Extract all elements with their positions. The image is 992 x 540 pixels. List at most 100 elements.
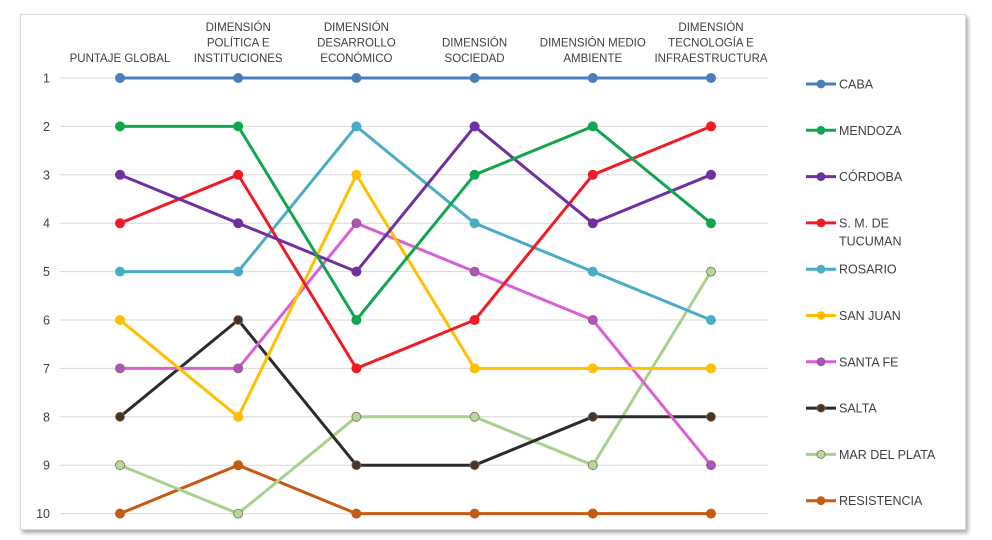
category-label-line: POLÍTICA E: [207, 37, 270, 50]
data-point: [469, 460, 480, 471]
legend-item: CABA: [806, 78, 874, 92]
data-point: [115, 121, 125, 132]
y-tick-label: 8: [43, 410, 50, 424]
legend-item: SAN JUAN: [806, 309, 901, 323]
category-label-line: INSTITUCIONES: [194, 53, 283, 65]
data-point: [351, 508, 362, 519]
data-point: [469, 363, 480, 374]
data-point: [469, 266, 480, 277]
category-label-line: DIMENSIÓN: [678, 21, 743, 34]
category-label-line: DIMENSIÓN: [206, 21, 271, 34]
category-label-line: DIMENSIÓN MEDIO: [540, 37, 646, 50]
legend-item: SANTA FE: [806, 355, 899, 369]
data-point: [587, 460, 598, 471]
legend-swatch-marker: [816, 311, 826, 320]
legend-swatch-marker: [816, 357, 826, 367]
legend-label: RESISTENCIA: [839, 494, 923, 508]
gridlines: [60, 77, 768, 515]
data-point: [706, 266, 716, 277]
series-lines: [115, 73, 716, 519]
legend-item: CÓRDOBA: [806, 169, 903, 184]
legend-label: S. M. DE: [839, 216, 889, 230]
legend-item: MAR DEL PLATA: [806, 448, 936, 462]
legend-label: SAN JUAN: [839, 309, 901, 323]
data-point: [587, 169, 598, 180]
data-point: [115, 315, 125, 325]
legend-label: ROSARIO: [839, 263, 897, 277]
data-point: [351, 218, 362, 229]
legend-item: MENDOZA: [806, 124, 902, 138]
legend-label: SALTA: [839, 402, 877, 416]
legend: CABA MENDOZA CÓRDOBA S. M. DE TUCUMAN ROSARIO…: [806, 78, 936, 508]
data-point: [587, 73, 598, 83]
category-label-line: DIMENSIÓN: [324, 21, 389, 34]
data-point: [351, 266, 362, 277]
data-point: [587, 266, 598, 277]
legend-swatch-marker: [816, 172, 826, 182]
category-label-line: INFRAESTRUCTURA: [654, 53, 767, 65]
legend-label: MENDOZA: [839, 124, 902, 138]
legend-label: MAR DEL PLATA: [839, 448, 936, 462]
category-labels: PUNTAJE GLOBAL DIMENSIÓN POLÍTICA E INSTITU…: [70, 21, 768, 65]
data-point: [115, 460, 125, 471]
category-label: DIMENSIÓN DESARROLLO ECONÓMICO: [317, 21, 396, 65]
data-point: [233, 266, 244, 277]
y-axis-ticks: 1 2 3 4 5 6 7 8 9 10: [36, 72, 50, 522]
legend-swatch-marker: [816, 79, 826, 89]
category-label-line: SOCIEDAD: [445, 53, 505, 65]
y-tick-label: 9: [43, 459, 50, 473]
data-point: [469, 411, 480, 422]
data-point: [115, 73, 125, 83]
series-line: [120, 124, 712, 322]
legend-swatch-marker: [816, 125, 826, 135]
legend-item: RESISTENCIA: [806, 494, 923, 508]
data-point: [351, 73, 362, 83]
data-point: [233, 460, 244, 471]
series-c-rdoba: [115, 121, 716, 277]
data-point: [115, 363, 125, 374]
data-point: [706, 73, 716, 83]
data-point: [351, 363, 362, 374]
data-point: [587, 121, 598, 132]
category-label: DIMENSIÓN TECNOLOGÍA E INFRAESTRUCTURA: [654, 21, 767, 65]
data-point: [587, 508, 598, 519]
data-point: [706, 218, 716, 229]
legend-label: CÓRDOBA: [839, 169, 903, 184]
data-point: [351, 460, 362, 471]
series-rosario: [115, 121, 716, 325]
data-point: [706, 315, 716, 325]
category-label-line: ECONÓMICO: [320, 52, 392, 65]
data-point: [233, 169, 244, 180]
data-point: [115, 266, 125, 277]
category-label: DIMENSIÓN MEDIO AMBIENTE: [540, 37, 646, 66]
data-point: [587, 218, 598, 229]
data-point: [351, 121, 362, 132]
data-point: [469, 121, 480, 132]
data-point: [351, 169, 362, 180]
series-line: [119, 124, 712, 274]
legend-item: ROSARIO: [806, 263, 897, 277]
data-point: [469, 218, 480, 229]
data-point: [233, 508, 244, 519]
y-tick-label: 7: [43, 362, 50, 376]
data-point: [115, 411, 125, 422]
category-label-line: DIMENSIÓN: [442, 37, 507, 50]
data-point: [587, 315, 598, 325]
legend-item: S. M. DE TUCUMAN: [806, 216, 902, 248]
legend-label: TUCUMAN: [839, 234, 902, 248]
series-line: [120, 124, 712, 322]
data-point: [469, 508, 480, 519]
data-point: [115, 508, 125, 519]
y-tick-label: 1: [43, 72, 50, 86]
legend-swatch-marker: [816, 449, 826, 459]
y-tick-label: 6: [43, 314, 50, 328]
series-mar-del-plata: [115, 266, 716, 519]
legend-label: SANTA FE: [839, 355, 899, 369]
data-point: [706, 508, 716, 519]
series-s-m-de-tucuman: [115, 121, 716, 374]
data-point: [351, 411, 362, 422]
data-point: [469, 169, 480, 180]
data-point: [706, 169, 716, 180]
series-salta: [115, 315, 716, 471]
y-tick-label: 2: [43, 120, 50, 134]
